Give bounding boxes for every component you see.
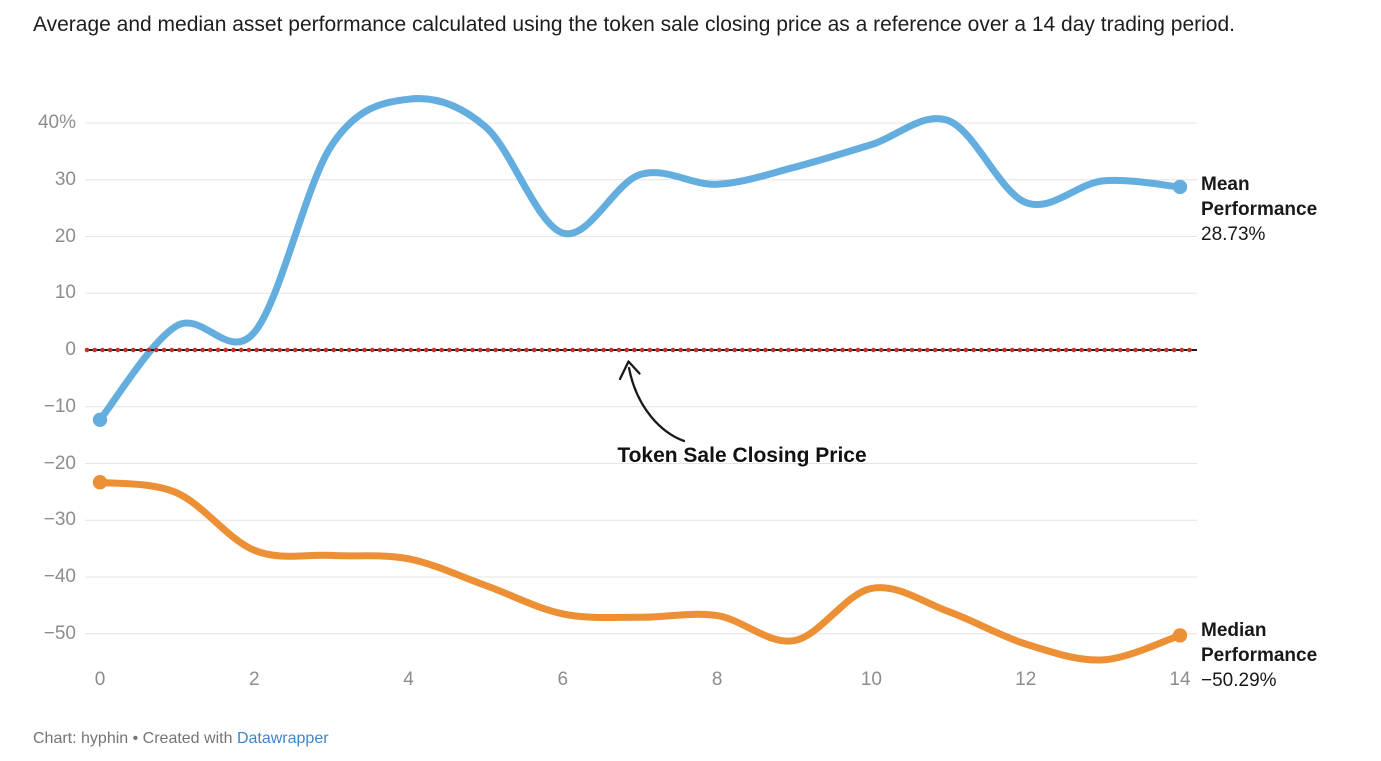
x-tick-label: 10	[860, 669, 882, 690]
y-tick-label: 10	[54, 282, 76, 304]
annotation-arrow	[627, 366, 686, 443]
y-tick-label: 40%	[37, 112, 76, 133]
y-tick-label: −30	[43, 509, 76, 531]
y-tick-label: −40	[43, 566, 76, 587]
x-tick-label: 8	[711, 669, 723, 690]
median-end-dot	[1172, 628, 1188, 643]
y-tick-label: 0	[65, 339, 76, 360]
x-tick-label: 14	[1169, 669, 1191, 690]
x-tick-label: 2	[248, 669, 260, 690]
x-tick-label: 0	[94, 669, 106, 690]
datawrapper-link[interactable]: Datawrapper	[236, 730, 329, 747]
annotation-arrowhead	[618, 360, 641, 381]
y-tick-label: 30	[54, 168, 76, 190]
chart-title: Average and median asset performance cal…	[33, 13, 1236, 36]
mean-series-end-label: Mean Performance 28.73%	[1201, 172, 1335, 247]
mean-start-dot	[92, 412, 108, 428]
mean-series-value: 28.73%	[1201, 224, 1266, 245]
chart-footer: Chart: hyphin • Created with Datawrapper	[33, 728, 329, 750]
footer-credit: Chart: hyphin • Created with	[33, 730, 233, 747]
median-series-line	[96, 478, 1184, 664]
mean-end-dot	[1172, 179, 1188, 195]
y-tick-label: −20	[43, 452, 76, 474]
y-tick-label: −50	[43, 622, 76, 644]
x-tick-label: 6	[557, 669, 569, 690]
median-series-name: Median Performance	[1201, 620, 1318, 666]
y-tick-label: −10	[43, 395, 76, 417]
y-tick-label: 20	[54, 225, 76, 247]
median-series-end-label: Median Performance −50.29%	[1201, 618, 1335, 693]
median-series-value: −50.29%	[1201, 670, 1277, 691]
zero-line-annotation-label: Token Sale Closing Price	[617, 444, 867, 467]
mean-series-name: Mean Performance	[1201, 174, 1318, 220]
mean-series-line	[96, 95, 1184, 424]
x-tick-label: 12	[1015, 669, 1037, 690]
x-tick-label: 4	[403, 669, 414, 690]
median-start-dot	[92, 475, 108, 490]
